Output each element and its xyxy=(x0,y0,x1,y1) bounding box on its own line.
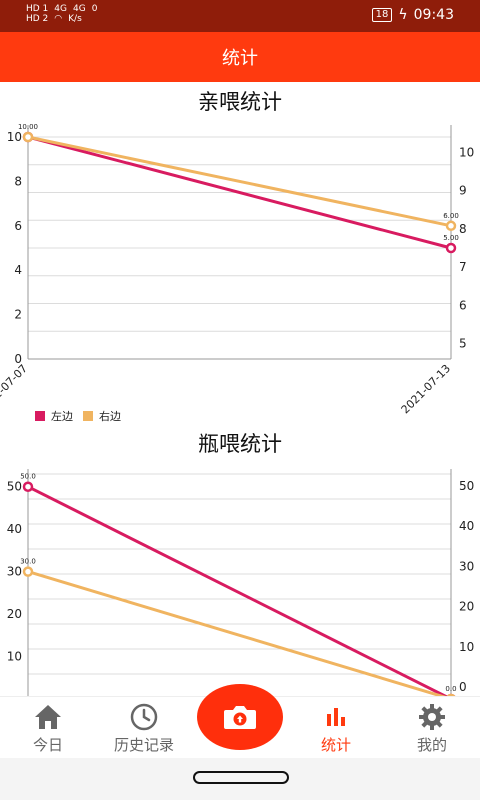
chart2-right-tick-label: 20 xyxy=(459,600,474,614)
chart2-data-point xyxy=(446,693,456,696)
gesture-handle[interactable] xyxy=(193,771,289,784)
chart1-data-label: 10.00 xyxy=(18,123,38,131)
chart1-right-tick-label: 6 xyxy=(459,298,467,312)
nav-label-mine: 我的 xyxy=(416,735,447,754)
chart2-right-tick-label: 40 xyxy=(459,519,474,533)
chart2-left-tick-label: 40 xyxy=(7,522,22,536)
chart2-series-line xyxy=(27,570,447,696)
network2-label: 4G xyxy=(73,4,86,14)
nav-item-mine[interactable]: 我的 xyxy=(384,697,480,759)
charging-icon: ϟ xyxy=(398,7,408,23)
chart2-right-tick-label: 50 xyxy=(459,479,474,493)
chart1-left-tick-label: 6 xyxy=(14,219,22,233)
speed-unit: K/s xyxy=(68,14,82,24)
chart1-left-tick-label: 2 xyxy=(14,308,22,322)
page-title: 统计 xyxy=(222,48,258,69)
nav-label-stats: 统计 xyxy=(320,735,351,754)
clock-time: 09:43 xyxy=(413,7,454,23)
chart1-data-point xyxy=(445,220,457,232)
chart1-title: 亲喂统计 xyxy=(198,90,282,114)
status-bar: HD 1 4G 4G 0 HD 2 ◠ K/s 18 ϟ 09:43 xyxy=(0,0,480,32)
chart1-left-tick-label: 0 xyxy=(14,352,22,366)
home-icon xyxy=(33,702,63,732)
chart1-series-line xyxy=(27,135,452,250)
breastfeed-chart: 0 2 4 6 8 10 5 6 7 8 9 10 2021-07-07 2021-07-13 5.00 10… xyxy=(0,123,474,416)
chart1-data-label: 5.00 xyxy=(443,234,459,242)
legend-label-left: 左边 xyxy=(51,410,73,423)
app-header: 统计 xyxy=(0,32,480,82)
chart1-data-label: 6.00 xyxy=(443,212,459,220)
chart1-right-tick-label: 7 xyxy=(459,260,467,274)
gear-icon xyxy=(417,702,447,732)
chart1-x-tick-label: 2021-07-07 xyxy=(0,362,30,416)
chart2-title: 瓶喂统计 xyxy=(198,432,282,456)
clock-icon xyxy=(129,702,159,732)
legend-swatch-right xyxy=(83,411,93,421)
chart1-right-tick-label: 10 xyxy=(459,145,474,159)
chart2-data-label: 30.0 xyxy=(20,558,36,566)
chart1-right-tick-label: 5 xyxy=(459,337,467,351)
stats-content[interactable]: 亲喂统计 0 2 4 6 8 10 5 6 7 8 9 10 2021-07-07 2021-07-13 5… xyxy=(0,82,480,696)
legend-item-right: 右边 xyxy=(83,408,121,424)
status-indicators: HD 1 4G 4G 0 HD 2 ◠ K/s xyxy=(26,4,103,24)
chart1-series-line xyxy=(27,135,452,228)
chart2-series-line xyxy=(27,485,449,696)
chart2-right-tick-label: 30 xyxy=(459,559,474,573)
chart2-data-point xyxy=(22,566,34,577)
chart2-right-tick-label: 0 xyxy=(459,680,467,694)
speed-value: 0 xyxy=(91,4,98,14)
legend-swatch-left xyxy=(35,411,45,421)
legend-label-right: 右边 xyxy=(99,410,121,423)
chart2-data-label: 0.0 xyxy=(445,685,456,693)
nav-item-stats[interactable]: 统计 xyxy=(288,697,384,759)
network1-label: 4G xyxy=(54,4,67,14)
chart2-left-tick-label: 30 xyxy=(7,565,22,579)
chart1-left-tick-label: 10 xyxy=(7,130,22,144)
chart1-legend: 左边 右边 xyxy=(35,408,121,424)
sim1-label: HD 1 xyxy=(26,4,49,14)
chart1-left-tick-label: 8 xyxy=(14,174,22,188)
chart1-data-point xyxy=(445,242,457,254)
camera-button[interactable] xyxy=(197,684,283,750)
chart2-left-tick-label: 10 xyxy=(7,650,22,664)
chart1-right-tick-label: 8 xyxy=(459,222,467,236)
chart1-data-point xyxy=(22,131,34,143)
wifi-icon: ◠ xyxy=(54,14,63,24)
chart1-left-tick-label: 4 xyxy=(14,263,22,277)
chart2-data-label: 50.0 xyxy=(20,473,36,481)
camera-icon xyxy=(224,706,256,729)
gesture-area xyxy=(0,758,480,800)
chart2-right-tick-label: 10 xyxy=(459,640,474,654)
chart2-data-point xyxy=(22,481,34,492)
nav-item-history[interactable]: 历史记录 xyxy=(96,697,192,759)
chart2-left-tick-label: 50 xyxy=(7,480,22,494)
battery-indicator: 18 xyxy=(371,8,393,22)
nav-item-today[interactable]: 今日 xyxy=(0,697,96,759)
sim2-label: HD 2 xyxy=(26,14,49,24)
legend-item-left: 左边 xyxy=(35,408,73,424)
nav-label-history: 历史记录 xyxy=(113,735,174,754)
chart2-left-tick-label: 20 xyxy=(7,607,22,621)
bar-chart-icon xyxy=(321,702,351,732)
nav-label-today: 今日 xyxy=(32,735,63,754)
chart1-x-tick-label: 2021-07-13 xyxy=(399,362,453,416)
chart1-right-tick-label: 9 xyxy=(459,184,467,198)
